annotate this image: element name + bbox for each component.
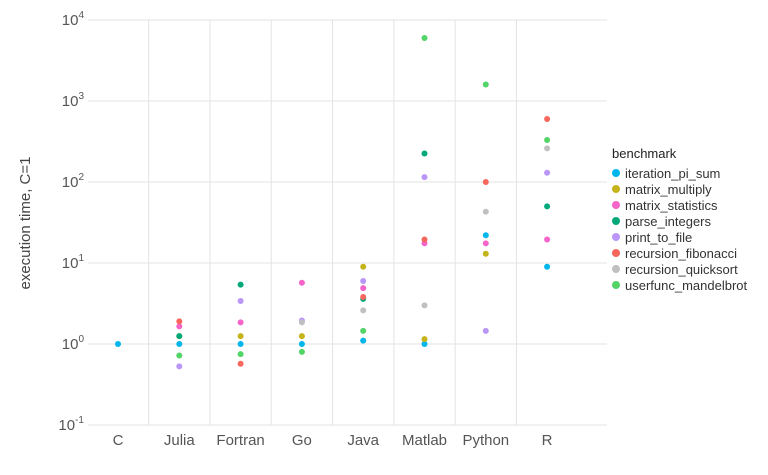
data-point-matrix_statistics — [482, 240, 489, 247]
y-axis-title: execution time, C=1 — [17, 157, 34, 290]
legend-item-matrix_multiply: matrix_multiply — [612, 181, 747, 197]
legend-swatch — [612, 265, 620, 273]
data-point-print_to_file — [544, 169, 551, 176]
legend-label: recursion_fibonacci — [625, 245, 738, 261]
legend-label: matrix_statistics — [625, 197, 718, 213]
data-point-print_to_file — [421, 174, 428, 181]
legend-label: print_to_file — [625, 229, 693, 245]
legend-label: recursion_quicksort — [625, 261, 738, 277]
data-point-iteration_pi_sum — [176, 341, 183, 347]
data-point-matrix_multiply — [298, 333, 305, 340]
data-point-iteration_pi_sum — [237, 341, 244, 347]
y-tick-label: 100 — [62, 334, 85, 353]
x-axis-ticks: C Julia Fortran Go Java Matlab Python R — [113, 432, 553, 449]
legend-item-parse_integers: parse_integers — [612, 213, 747, 229]
data-point-parse_integers — [237, 281, 244, 288]
data-point-recursion_fibonacci — [360, 294, 367, 301]
y-tick-label: 102 — [62, 172, 85, 191]
legend-label: userfunc_mandelbrot — [625, 277, 748, 293]
data-point-matrix_multiply — [237, 333, 244, 340]
data-point-matrix_multiply — [360, 263, 367, 270]
data-point-iteration_pi_sum — [421, 341, 428, 347]
data-point-parse_integers — [176, 333, 183, 340]
legend-label: iteration_pi_sum — [625, 165, 721, 181]
legend: benchmark iteration_pi_sum matrix_multipl… — [612, 146, 747, 293]
grid — [88, 19, 607, 426]
data-point-iteration_pi_sum — [360, 337, 367, 344]
legend-item-recursion_quicksort: recursion_quicksort — [612, 261, 747, 277]
y-tick-label: 103 — [62, 91, 85, 110]
data-point-iteration_pi_sum — [482, 232, 489, 239]
legend-item-userfunc_mandelbrot: userfunc_mandelbrot — [612, 277, 747, 293]
data-point-userfunc_mandelbrot — [360, 327, 367, 334]
x-tick-label: C — [113, 432, 124, 449]
data-point-matrix_statistics — [298, 279, 305, 286]
data-point-matrix_statistics — [544, 236, 551, 243]
data-point-recursion_fibonacci — [421, 236, 428, 243]
legend-label: parse_integers — [625, 213, 711, 229]
legend-swatch — [612, 281, 620, 289]
legend-title: benchmark — [612, 146, 677, 161]
x-tick-label: Java — [347, 432, 379, 449]
legend-swatch — [612, 233, 620, 241]
legend-swatch — [612, 185, 620, 193]
legend-item-matrix_statistics: matrix_statistics — [612, 197, 747, 213]
data-point-userfunc_mandelbrot — [176, 352, 183, 359]
y-tick-label: 101 — [62, 253, 85, 272]
data-point-matrix_multiply — [482, 250, 489, 257]
data-point-recursion_fibonacci — [237, 360, 244, 367]
legend-item-iteration_pi_sum: iteration_pi_sum — [612, 165, 747, 181]
data-point-print_to_file — [176, 363, 183, 370]
legend-swatch — [612, 201, 620, 209]
legend-swatch — [612, 217, 620, 225]
data-point-recursion_fibonacci — [544, 115, 551, 122]
x-tick-label: Python — [462, 432, 509, 449]
x-tick-label: R — [542, 432, 553, 449]
data-point-userfunc_mandelbrot — [482, 81, 489, 88]
data-point-parse_integers — [544, 203, 551, 210]
data-point-userfunc_mandelbrot — [544, 137, 551, 144]
data-point-print_to_file — [237, 297, 244, 304]
data-point-userfunc_mandelbrot — [298, 348, 305, 355]
legend-swatch — [612, 169, 620, 177]
data-point-recursion_quicksort — [421, 302, 428, 309]
data-point-matrix_statistics — [360, 285, 367, 292]
y-tick-label: 10-1 — [58, 415, 84, 434]
data-point-recursion_quicksort — [298, 319, 305, 326]
data-point-recursion_quicksort — [544, 145, 551, 152]
x-tick-label: Go — [292, 432, 312, 449]
x-tick-label: Fortran — [216, 432, 264, 449]
data-point-print_to_file — [360, 277, 367, 284]
data-point-iteration_pi_sum — [298, 341, 305, 347]
data-point-recursion_quicksort — [482, 208, 489, 215]
legend-item-recursion_fibonacci: recursion_fibonacci — [612, 245, 747, 261]
x-tick-label: Julia — [164, 432, 196, 449]
data-point-recursion_quicksort — [360, 307, 367, 314]
y-axis-ticks: 10-1 100 101 102 103 104 — [58, 10, 84, 434]
data-point-recursion_fibonacci — [176, 318, 183, 325]
points — [115, 34, 551, 370]
data-point-parse_integers — [421, 150, 428, 157]
legend-label: matrix_multiply — [625, 181, 712, 197]
data-point-iteration_pi_sum — [544, 263, 551, 270]
data-point-print_to_file — [482, 327, 489, 334]
legend-item-print_to_file: print_to_file — [612, 229, 747, 245]
data-point-recursion_fibonacci — [482, 179, 489, 185]
data-point-userfunc_mandelbrot — [421, 34, 428, 41]
data-point-userfunc_mandelbrot — [237, 351, 244, 358]
legend-items: iteration_pi_sum matrix_multiply matrix_st… — [612, 165, 747, 293]
data-point-iteration_pi_sum — [115, 341, 121, 347]
x-tick-label: Matlab — [402, 432, 447, 449]
legend-swatch — [612, 249, 620, 257]
data-point-matrix_statistics — [237, 319, 244, 326]
data-point-matrix_statistics — [176, 323, 183, 330]
y-tick-label: 104 — [62, 10, 85, 29]
data-point-matrix_multiply — [421, 336, 428, 343]
